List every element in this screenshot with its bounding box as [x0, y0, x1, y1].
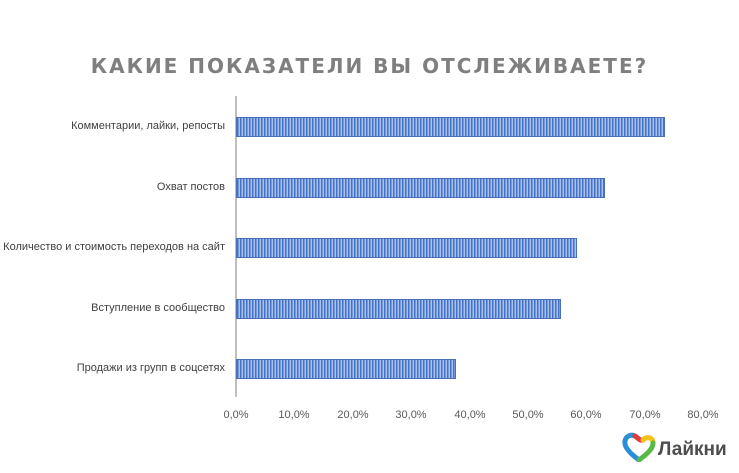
x-tick-label: 70,0% [629, 409, 661, 421]
x-tick-label: 40,0% [454, 409, 486, 421]
bar [236, 178, 605, 198]
plot-area [236, 96, 703, 397]
category-label: Количество и стоимость переходов на сайт [3, 241, 225, 253]
category-label: Вступление в сообщество [91, 302, 225, 314]
x-tick-label: 60,0% [570, 409, 602, 421]
x-tick-label: 30,0% [395, 409, 427, 421]
x-tick-label: 20,0% [337, 409, 369, 421]
x-tick-label: 50,0% [512, 409, 544, 421]
x-tick-label: 0,0% [223, 409, 249, 421]
category-label: Комментарии, лайки, репосты [71, 120, 225, 132]
brand-logo: Лайкни [622, 432, 727, 467]
chart-title: КАКИЕ ПОКАЗАТЕЛИ ВЫ ОТСЛЕЖИВАЕТЕ? [90, 54, 649, 78]
bar [236, 299, 562, 319]
heart-logo-icon [622, 432, 656, 467]
category-label: Охват постов [156, 181, 225, 193]
logo-text: Лайкни [658, 438, 727, 460]
category-label: Продажи из групп в соцсетях [76, 362, 225, 374]
bar [236, 359, 457, 379]
x-tick-label: 80,0% [687, 409, 719, 421]
bar [236, 117, 666, 137]
bar [236, 238, 577, 258]
x-tick-label: 10,0% [278, 409, 310, 421]
